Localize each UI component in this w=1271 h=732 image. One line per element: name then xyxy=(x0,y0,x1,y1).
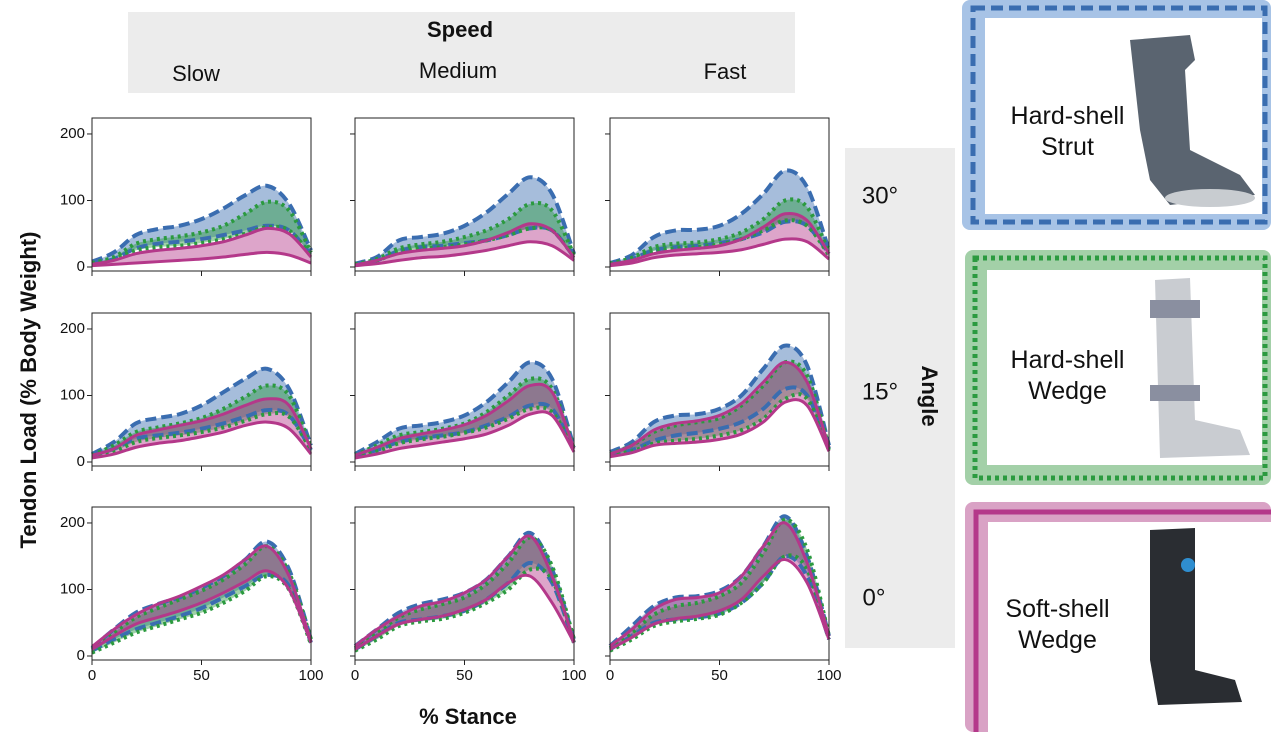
y-tick-label: 100 xyxy=(60,580,85,597)
x-tick-label: 100 xyxy=(561,667,586,684)
legend-boot-wedge xyxy=(965,250,1271,485)
y-axis-label: Tendon Load (% Body Weight) xyxy=(16,232,41,549)
band-lower-line xyxy=(609,553,831,653)
band-lower-line xyxy=(354,240,575,268)
band-upper-line xyxy=(91,544,313,648)
x-tick-label: 100 xyxy=(298,667,323,684)
band-upper-line xyxy=(353,530,576,648)
y-tick-label: 100 xyxy=(60,191,85,208)
band-fill xyxy=(610,345,829,456)
panel: 0 100 200 xyxy=(60,117,313,276)
band-fill xyxy=(610,522,829,650)
band-lower-line xyxy=(609,398,831,459)
legend-entry: Soft-shell Wedge xyxy=(1005,595,1110,654)
panel xyxy=(605,312,831,471)
legend-boot-soft xyxy=(965,502,1271,732)
panel xyxy=(605,117,831,276)
band-fill xyxy=(610,361,829,456)
band-lower-line xyxy=(91,223,313,266)
band-upper-line xyxy=(91,366,313,456)
band-upper-line xyxy=(91,226,313,266)
band-upper-line xyxy=(608,517,831,650)
legend-boot-strut xyxy=(962,0,1271,230)
band-lower-line xyxy=(91,574,313,655)
band-upper-line xyxy=(354,376,576,458)
band-upper-line xyxy=(354,222,576,267)
band-upper-line xyxy=(91,183,313,264)
angle-label: Angle xyxy=(917,365,942,426)
speed-level: Fast xyxy=(704,59,747,84)
y-tick-label: 200 xyxy=(60,514,85,531)
band-upper-line xyxy=(609,521,831,648)
band-upper-line xyxy=(354,360,576,456)
speed-label: Speed xyxy=(427,17,493,42)
band-lower-line xyxy=(91,224,313,267)
band-lower-line xyxy=(609,385,831,458)
band-upper-line xyxy=(354,175,576,266)
band-fill xyxy=(355,223,574,266)
band-upper-line xyxy=(354,534,576,648)
legend-entry: Hard-shell Wedge xyxy=(1010,346,1125,405)
band-lower-line xyxy=(91,250,312,268)
band-upper-line xyxy=(609,343,831,454)
band-fill xyxy=(610,516,829,650)
speed-level: Slow xyxy=(172,61,220,86)
panel: 0 100 200 xyxy=(60,312,313,471)
panel: 0 50 100 xyxy=(605,506,842,684)
y-tick-label: 100 xyxy=(60,386,85,403)
angle-header-bg xyxy=(845,148,955,648)
band-fill xyxy=(92,541,311,651)
x-axis-label: % Stance xyxy=(419,704,517,729)
x-tick-label: 50 xyxy=(193,667,210,684)
band-lower-line xyxy=(609,558,831,651)
band-lower-line xyxy=(609,237,830,268)
band-lower-line xyxy=(91,420,313,460)
panel xyxy=(350,117,576,276)
y-tick-label: 200 xyxy=(60,125,85,142)
speed-header-bg xyxy=(128,12,795,93)
panel: 0 50 100 xyxy=(350,506,587,684)
x-tick-label: 100 xyxy=(816,667,841,684)
band-upper-line xyxy=(608,514,831,648)
panel xyxy=(350,312,576,471)
band-upper-line xyxy=(354,201,576,267)
band-upper-line xyxy=(91,383,313,458)
band-lower-line xyxy=(354,410,576,460)
x-tick-label: 50 xyxy=(711,667,728,684)
band-fill xyxy=(92,545,311,650)
band-upper-line xyxy=(609,168,831,265)
band-lower-line xyxy=(354,573,576,651)
angle-level: 15° xyxy=(862,378,898,405)
x-tick-label: 0 xyxy=(88,667,96,684)
band-lower-line xyxy=(91,407,313,458)
panel: 0 50 100 0 100 200 xyxy=(60,506,324,684)
band-fill xyxy=(355,177,574,265)
band-fill xyxy=(610,519,829,651)
angle-level: 30° xyxy=(862,182,898,209)
band-lower-line xyxy=(608,554,831,652)
x-tick-label: 50 xyxy=(456,667,473,684)
y-tick-label: 0 xyxy=(77,258,85,275)
band-fill xyxy=(610,362,829,457)
y-tick-label: 0 xyxy=(77,453,85,470)
x-tick-label: 0 xyxy=(351,667,359,684)
y-tick-label: 200 xyxy=(60,320,85,337)
band-upper-line xyxy=(354,382,576,457)
band-upper-line xyxy=(91,397,313,457)
y-tick-label: 0 xyxy=(77,647,85,664)
x-tick-label: 0 xyxy=(606,667,614,684)
band-upper-line xyxy=(609,211,831,266)
band-upper-line xyxy=(609,360,831,456)
band-fill xyxy=(610,170,829,264)
angle-level: 0° xyxy=(863,584,886,611)
band-lower-line xyxy=(354,405,576,459)
speed-level: Medium xyxy=(419,58,497,83)
band-lower-line xyxy=(91,569,313,651)
band-lower-line xyxy=(354,566,576,653)
band-lower-line xyxy=(91,410,313,459)
legend-entry: Hard-shell Strut xyxy=(1010,102,1125,161)
band-upper-line xyxy=(609,197,831,266)
